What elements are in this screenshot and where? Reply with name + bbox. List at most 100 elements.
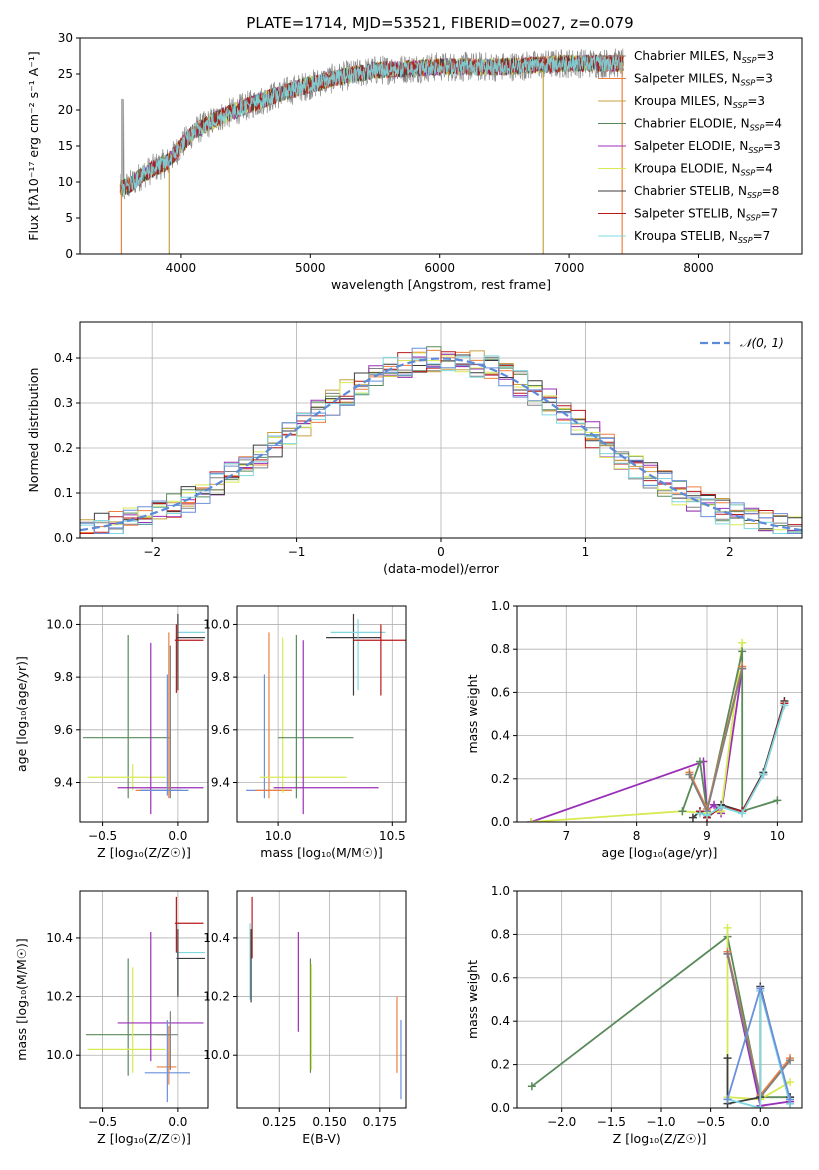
weight-marker — [786, 1095, 795, 1104]
legend-label: Salpeter ELODIE, N — [634, 139, 748, 153]
weight-line — [726, 927, 791, 1101]
legend-sub: SSP — [750, 124, 765, 133]
axes-frame — [516, 890, 803, 1109]
legend-tail: =3 — [755, 72, 773, 86]
weight-marker — [723, 949, 732, 958]
legend-entry: Chabrier MILES, NSSP=3 — [634, 49, 774, 65]
weight-marker — [756, 984, 765, 993]
legend-entry: Chabrier ELODIE, NSSP=4 — [634, 117, 782, 133]
spectrum-line — [121, 54, 624, 197]
panel-mass-weight-age: 7 8 9 10 0.0 0.2 0.4 0.6 0.8 1.0 age [log₁₀(age/yr… — [465, 599, 803, 860]
plot-area-age-mass — [246, 613, 406, 815]
weight-marker — [723, 1054, 732, 1063]
weight-line — [726, 953, 791, 1100]
y-tick-label: 0.1 — [54, 486, 73, 500]
y-tick-label: 0.0 — [54, 531, 73, 545]
y-tick-label: 0.8 — [491, 642, 510, 656]
weight-marker — [527, 818, 536, 822]
weight-line — [681, 651, 778, 813]
legend-entry: Kroupa STELIB, NSSP=7 — [634, 229, 770, 245]
x-tick-label: 7000 — [554, 261, 585, 275]
x-axis-label: age [log₁₀(age/yr)] — [602, 845, 718, 860]
y-tick-label: 0.2 — [491, 1058, 510, 1072]
x-axis-label: Z [log₁₀(Z/Z☉)] — [97, 1131, 191, 1146]
x-axis-label: wavelength [Angstrom, rest frame] — [331, 277, 551, 292]
y-tick-label: 10.4 — [203, 931, 230, 945]
x-tick-label: 0.150 — [312, 1115, 346, 1129]
legend-sub: SSP — [748, 146, 763, 155]
x-tick-label: 8 — [633, 829, 641, 843]
axes-frame — [236, 890, 407, 1109]
legend-label: Kroupa ELODIE, N — [634, 162, 741, 176]
weight-marker — [738, 664, 747, 673]
y-axis-label: Flux [fλ10⁻¹⁷ erg cm⁻² s⁻¹ A⁻¹] — [26, 51, 41, 240]
legend-sub: SSP — [741, 169, 756, 178]
y-tick-label: 0.0 — [491, 1101, 510, 1115]
legend-sub: SSP — [742, 56, 757, 65]
x-tick-label: 0.0 — [168, 829, 187, 843]
x-axis-label: (data-model)/error — [383, 561, 500, 576]
gaussian-curve — [80, 357, 802, 532]
weight-marker — [786, 1077, 795, 1086]
weight-line — [726, 951, 791, 1098]
weight-marker — [738, 638, 747, 647]
weight-marker — [723, 1095, 732, 1104]
y-tick-label: 0.3 — [54, 396, 73, 410]
y-axis-label: mass weight — [465, 960, 480, 1039]
weight-marker — [780, 701, 789, 710]
panel-mass-ebv: 0.125 0.150 0.175 10.0 10.2 10.4 E(B-V) — [203, 890, 407, 1146]
figure-title: PLATE=1714, MJD=53521, FIBERID=0027, z=0… — [246, 14, 633, 32]
y-tick-label: 9.6 — [54, 723, 73, 737]
y-tick-label: 9.4 — [54, 775, 73, 789]
legend-sub: SSP — [747, 191, 762, 200]
legend-tail: =7 — [753, 229, 771, 243]
legend-entry: Kroupa MILES, NSSP=3 — [634, 94, 765, 110]
weight-marker — [695, 809, 704, 818]
x-tick-label: −1.0 — [646, 1115, 675, 1129]
y-tick-label: 0.8 — [491, 927, 510, 941]
weight-marker — [723, 923, 732, 932]
y-tick-label: 9.8 — [54, 670, 73, 684]
y-tick-label: 10.0 — [46, 1048, 73, 1062]
x-tick-label: 10 — [770, 829, 785, 843]
legend-sub: SSP — [733, 101, 748, 110]
legend-sub: SSP — [741, 79, 756, 88]
legend-entry: Salpeter STELIB, NSSP=7 — [634, 207, 778, 223]
weight-line — [531, 935, 791, 1099]
axes-frame — [236, 605, 407, 823]
legend-tail: =4 — [764, 117, 782, 131]
legend-label: Kroupa STELIB, N — [634, 229, 738, 243]
x-tick-label: −1 — [288, 545, 306, 559]
x-axis-label: E(B-V) — [302, 1131, 341, 1146]
x-tick-label: −2 — [143, 545, 161, 559]
weight-marker — [717, 802, 726, 811]
y-tick-label: 1.0 — [491, 884, 510, 898]
x-tick-label: 10.0 — [265, 829, 292, 843]
legend-tail: =8 — [762, 184, 780, 198]
legend-label: Salpeter STELIB, N — [634, 207, 746, 221]
x-tick-label: −0.5 — [88, 1115, 117, 1129]
axes-frame — [79, 890, 209, 1109]
plot-area-age-Z — [83, 613, 205, 815]
y-tick-label: 10.4 — [46, 931, 73, 945]
y-tick-label: 0.2 — [54, 441, 73, 455]
legend-entry: Chabrier STELIB, NSSP=8 — [634, 184, 779, 200]
legend-entry: Salpeter ELODIE, NSSP=3 — [634, 139, 781, 155]
x-tick-label: 7 — [562, 829, 570, 843]
plot-area-residuals — [80, 346, 802, 534]
legend-tail: =3 — [747, 94, 765, 108]
x-tick-label: 0.0 — [168, 1115, 187, 1129]
legend-entry: 𝒩(0, 1) — [740, 336, 784, 350]
x-tick-label: 0.175 — [363, 1115, 397, 1129]
y-tick-label: 9.4 — [211, 775, 230, 789]
histogram-step — [80, 347, 802, 534]
y-tick-label: 10.2 — [203, 990, 230, 1004]
x-tick-label: −2.0 — [547, 1115, 576, 1129]
plot-area-mass-weight-Z — [527, 923, 795, 1108]
y-axis-label: mass weight — [465, 674, 480, 753]
y-tick-label: 10.0 — [46, 617, 73, 631]
x-axis-label: mass [log₁₀(M/M☉)] — [260, 845, 382, 860]
weight-marker — [695, 757, 704, 766]
